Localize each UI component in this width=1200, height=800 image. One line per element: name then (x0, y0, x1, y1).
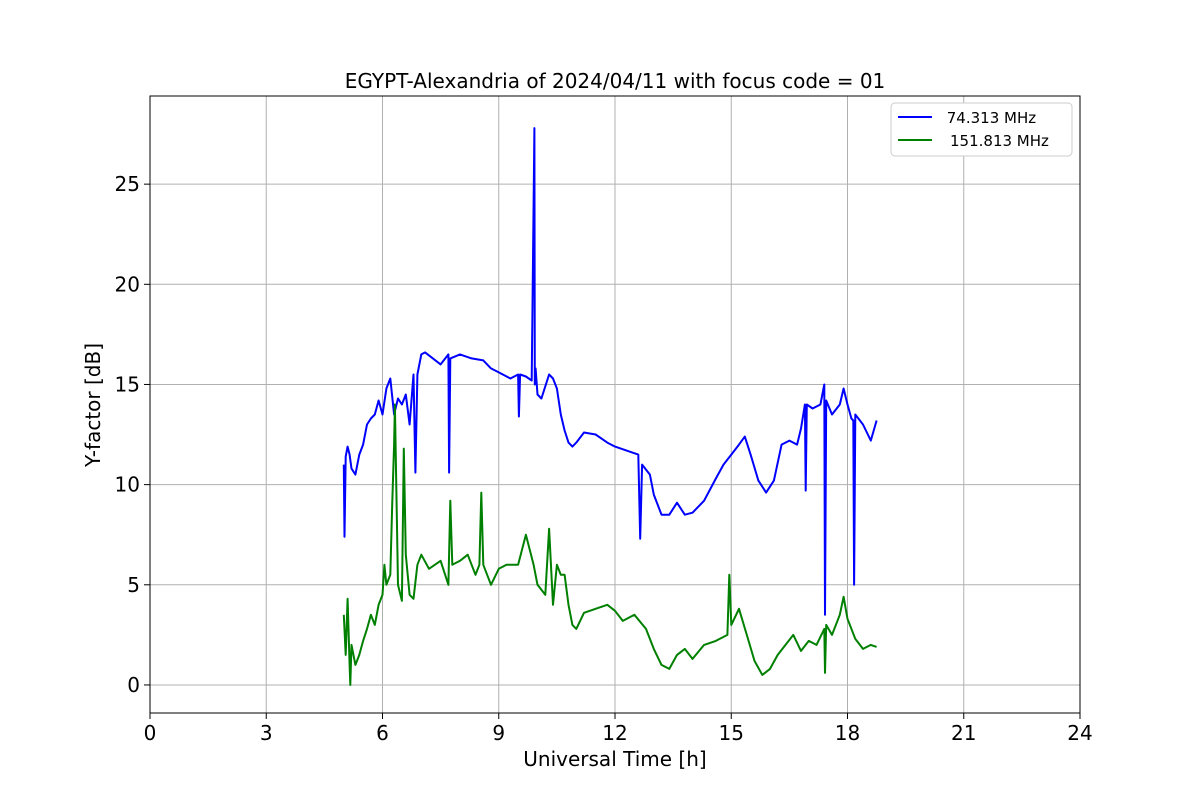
x-tick-label: 24 (1067, 721, 1092, 745)
series-layer (342, 127, 878, 686)
y-tick-label: 0 (127, 673, 140, 697)
y-tick-label: 25 (115, 172, 140, 196)
x-tick-label: 12 (602, 721, 627, 745)
ticks: 0 3 6 9 12 15 18 21 24 0 5 10 15 20 25 (115, 172, 1093, 745)
x-tick-label: 15 (719, 721, 744, 745)
x-axis-label: Universal Time [h] (523, 747, 706, 771)
series-line-74mhz (342, 127, 878, 616)
legend: 74.313 MHz 151.813 MHz (890, 102, 1073, 157)
x-tick-label: 0 (144, 721, 157, 745)
series-line-151mhz (342, 403, 877, 686)
y-axis-label: Y-factor [dB] (81, 343, 105, 468)
x-tick-label: 3 (260, 721, 273, 745)
legend-label-151mhz: 151.813 MHz (950, 132, 1049, 150)
y-tick-label: 10 (115, 473, 140, 497)
x-tick-label: 9 (492, 721, 505, 745)
x-tick-label: 18 (835, 721, 860, 745)
y-tick-label: 5 (127, 573, 140, 597)
x-tick-label: 6 (376, 721, 389, 745)
y-tick-label: 15 (115, 372, 140, 396)
y-tick-label: 20 (115, 272, 140, 296)
legend-label-74mhz: 74.313 MHz (942, 109, 1036, 127)
chart-title: EGYPT-Alexandria of 2024/04/11 with focu… (345, 69, 886, 93)
x-tick-label: 21 (951, 721, 976, 745)
legend-box (890, 102, 1073, 157)
